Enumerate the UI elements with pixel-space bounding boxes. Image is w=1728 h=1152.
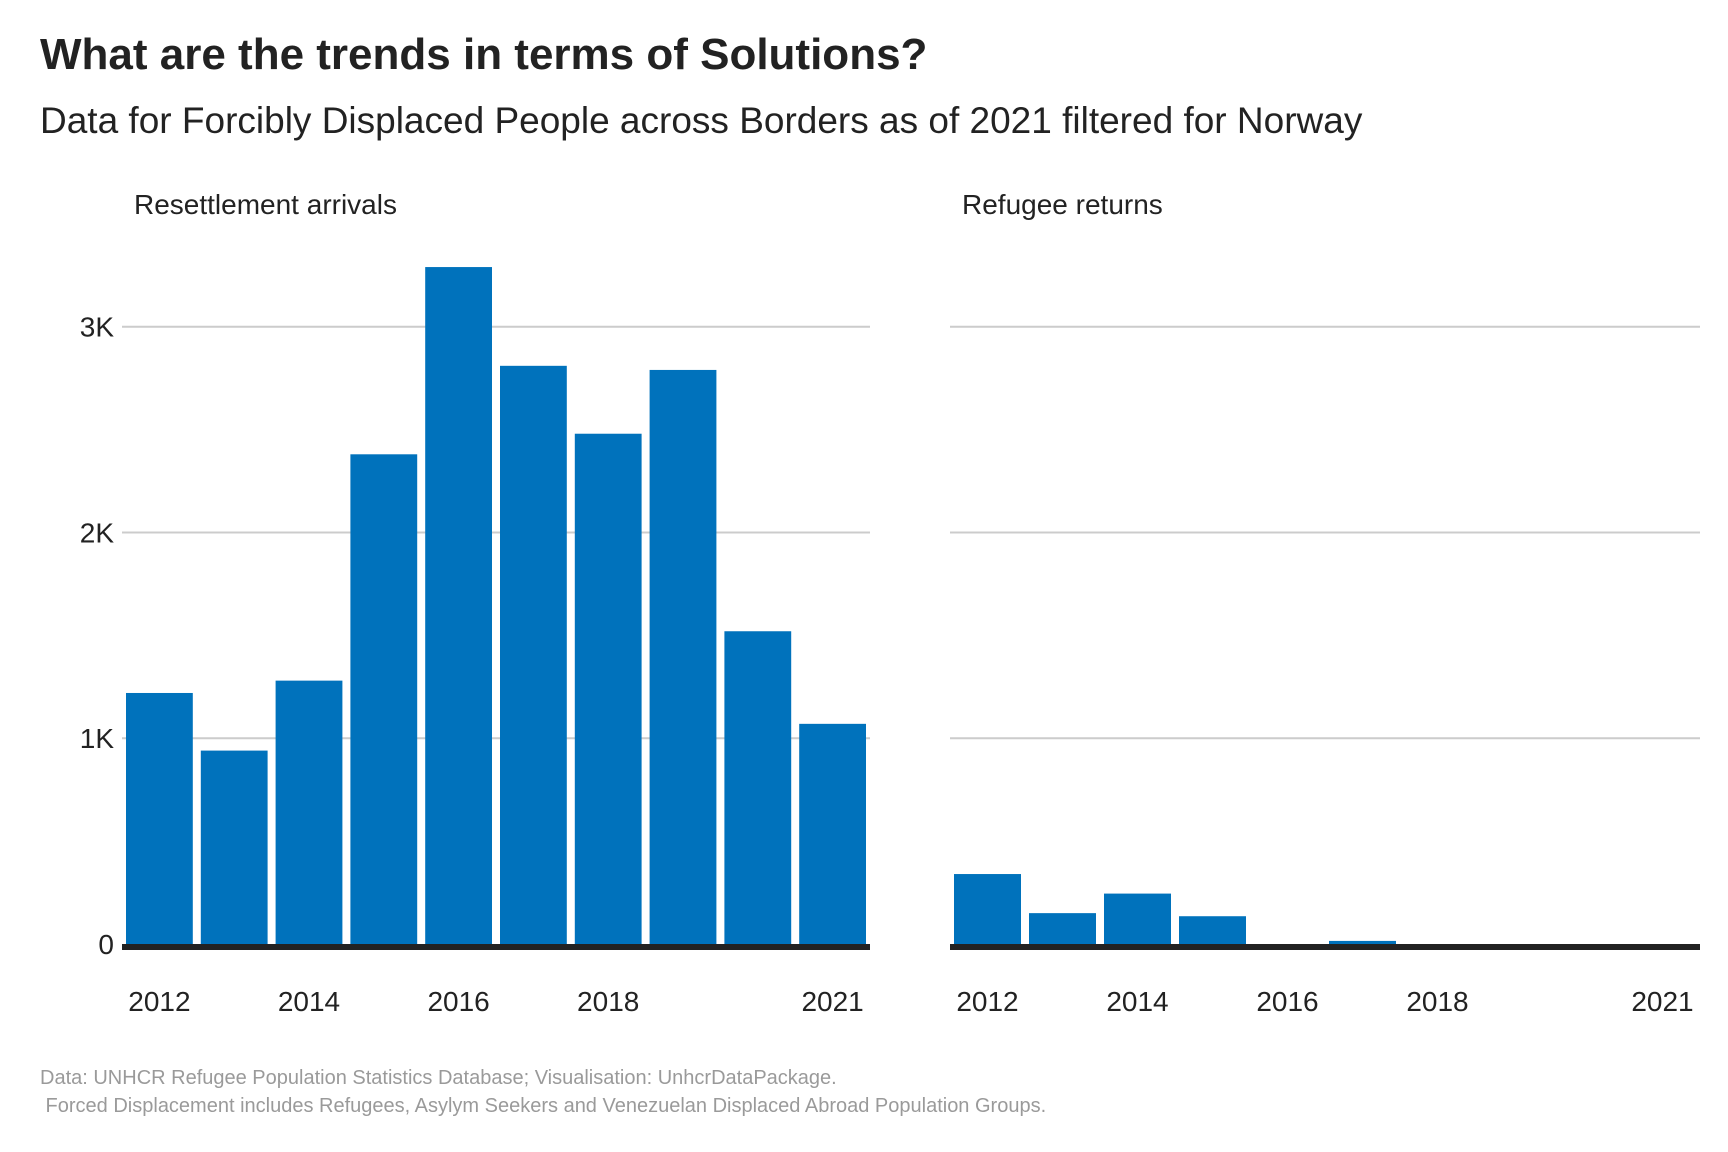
y-tick-label: 0 [98, 929, 114, 960]
x-tick-label: 2021 [801, 986, 863, 1017]
x-tick-label: 2016 [427, 986, 489, 1017]
x-tick-label: 2021 [1631, 986, 1693, 1017]
bar-2021 [799, 723, 866, 944]
y-tick-label: 1K [80, 723, 115, 754]
source-caption: Data: UNHCR Refugee Population Statistic… [40, 1064, 1046, 1120]
x-tick-label: 2012 [956, 986, 1018, 1017]
bar-2015 [1179, 916, 1246, 944]
y-tick-label: 3K [80, 312, 115, 343]
caption-line-2: Forced Displacement includes Refugees, A… [40, 1095, 1047, 1117]
bar-2016 [425, 267, 492, 944]
x-tick-label: 2012 [128, 986, 190, 1017]
bar-2017 [500, 365, 567, 945]
x-tick-label: 2014 [278, 986, 340, 1017]
bar-2014 [275, 680, 343, 944]
bar-2019 [649, 369, 717, 944]
bar-2020 [724, 631, 792, 944]
chart-subtitle: Data for Forcibly Displaced People acros… [40, 100, 1363, 141]
bar-2014 [1104, 893, 1171, 944]
caption-line-1: Data: UNHCR Refugee Population Statistic… [40, 1067, 837, 1089]
bar-2018 [574, 433, 642, 944]
x-tick-label: 2016 [1256, 986, 1318, 1017]
bar-2013 [200, 750, 268, 944]
x-tick-label: 2014 [1106, 986, 1168, 1017]
bar-2012 [126, 692, 193, 944]
x-tick-label: 2018 [577, 986, 639, 1017]
y-tick-label: 2K [80, 517, 115, 548]
bar-2012 [954, 874, 1021, 944]
x-tick-label: 2018 [1406, 986, 1468, 1017]
bar-2017 [1329, 940, 1396, 944]
chart-title: What are the trends in terms of Solution… [40, 30, 928, 79]
panel-title: Resettlement arrivals [134, 189, 397, 220]
bar-2013 [1029, 913, 1096, 944]
bar-2015 [350, 454, 418, 944]
panel-title: Refugee returns [962, 189, 1163, 220]
